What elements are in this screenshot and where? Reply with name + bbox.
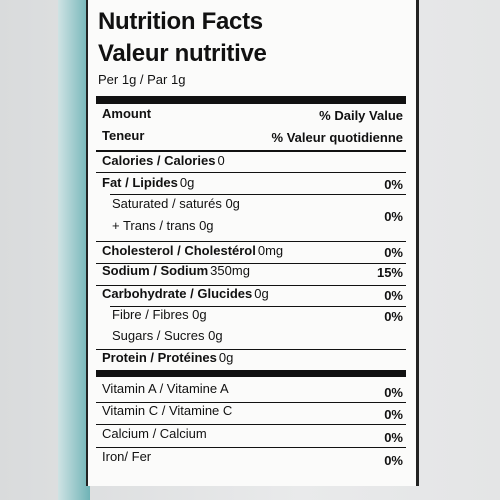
row-label: Protein / Protéines 0g [102, 350, 233, 365]
rule [96, 424, 406, 425]
container-stripe [58, 0, 90, 500]
vitamin-label: Calcium / Calcium [102, 426, 207, 441]
nutrient: Protein / Protéines [102, 350, 217, 365]
daily-value: 0% [384, 245, 403, 260]
row-label: Fat / Lipides 0g [102, 175, 194, 190]
daily-value: 0% [384, 453, 403, 468]
title: Nutrition Facts [98, 8, 263, 35]
nutrient: Sugars / Sucres 0g [112, 328, 223, 343]
rule [96, 172, 406, 173]
daily-value: 0% [384, 430, 403, 445]
amount-fr: Teneur [102, 128, 145, 143]
nutrient: Calories / Calories [102, 153, 216, 168]
thick-rule [96, 96, 406, 104]
amount: 0mg [257, 243, 284, 258]
amount: 0g [179, 175, 195, 190]
vitamin-label: Iron/ Fer [102, 449, 152, 464]
daily-value: 0% [384, 177, 403, 192]
title-fr: Valeur nutritive [98, 40, 267, 67]
daily-value: 0% [384, 209, 403, 224]
nutrient: Fibre / Fibres 0g [112, 307, 207, 322]
row-label: Sodium / Sodium 350mg [102, 263, 250, 278]
rule [96, 263, 406, 264]
nutrient: Sodium / Sodium [102, 263, 209, 278]
rule [96, 447, 406, 448]
row-label: Sugars / Sucres 0g [112, 328, 223, 343]
rule [96, 150, 406, 152]
amount: Amount [102, 106, 152, 121]
nutrient: Fat / Lipides [102, 175, 178, 190]
daily-value: 0% [384, 288, 403, 303]
row-label: + Trans / trans 0g [112, 218, 214, 233]
nutrient: Saturated / saturés 0g [112, 196, 240, 211]
amount: 0g [254, 286, 269, 301]
rule [96, 285, 406, 286]
thick-rule [96, 370, 406, 377]
nutrition-label [86, 0, 419, 486]
rule [110, 306, 406, 307]
dv-heading: % Daily Value [319, 108, 403, 123]
nutrient: Cholesterol / Cholestérol [102, 243, 256, 258]
rule [110, 194, 406, 195]
amount: 0 [217, 153, 225, 168]
amount: 350mg [210, 263, 250, 278]
row-label: Fibre / Fibres 0g [112, 307, 207, 322]
serving: Per 1g / Par 1g [98, 72, 186, 87]
rule [96, 241, 406, 242]
row-label: Calories / Calories 0 [102, 153, 225, 168]
rule [96, 402, 406, 403]
nutrient: Carbohydrate / Glucides [102, 286, 253, 301]
daily-value: 0% [384, 309, 403, 324]
vitamin-label: Vitamin C / Vitamine C [102, 403, 233, 418]
row-label: Carbohydrate / Glucides 0g [102, 286, 269, 301]
daily-value: 0% [384, 385, 403, 400]
vitamin-label: Vitamin A / Vitamine A [102, 381, 229, 396]
daily-value: 0% [384, 407, 403, 422]
row-label: Cholesterol / Cholestérol 0mg [102, 243, 283, 258]
dv-heading-fr: % Valeur quotidienne [271, 130, 403, 145]
rule [96, 349, 406, 350]
row-label: Saturated / saturés 0g [112, 196, 240, 211]
daily-value: 15% [376, 265, 403, 280]
amount: 0g [218, 350, 234, 365]
